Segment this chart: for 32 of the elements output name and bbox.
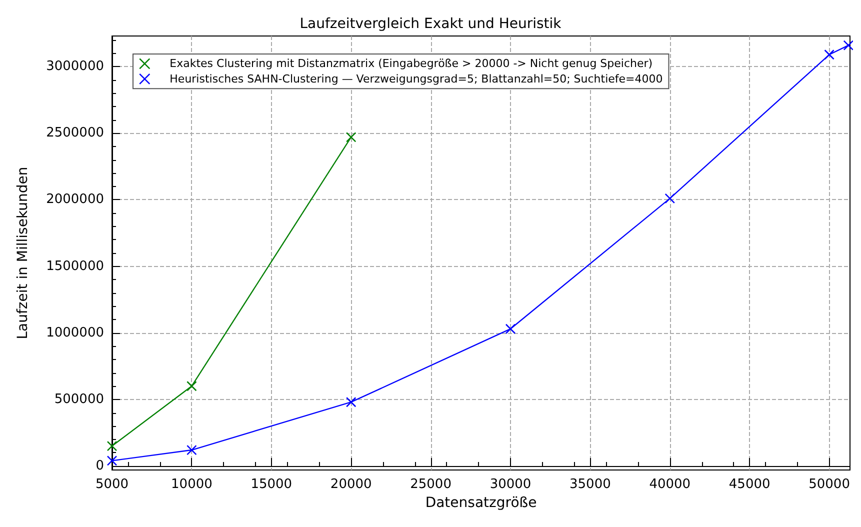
x-tick-label: 15000 xyxy=(250,477,292,492)
point xyxy=(824,49,834,60)
point xyxy=(664,193,676,204)
x-tick-label: 35000 xyxy=(570,477,611,492)
y-tick-label: 1000000 xyxy=(46,325,104,340)
y-tick-label: 2000000 xyxy=(46,192,104,208)
x-tick-label: 50000 xyxy=(808,477,850,492)
y-tick-label: 2500000 xyxy=(46,126,104,141)
y-axis-title: Laufzeit in Millisekunden xyxy=(15,166,31,340)
legend-label: Exaktes Clustering mit Distanzmatrix (Eingabegröße > 20000 -> Nicht genug Speicher) xyxy=(170,57,653,70)
point xyxy=(186,380,197,392)
y-tick-label: 500000 xyxy=(54,392,104,407)
x-tick-label: 5000 xyxy=(95,477,129,492)
point xyxy=(843,40,853,50)
legend-label: Heuristisches SAHN-Clustering — Verzweigungsgrad=5; Blattanzahl=50; Suchtiefe=4000 xyxy=(170,72,663,86)
y-tick-label: 1500000 xyxy=(46,258,104,274)
point xyxy=(106,440,118,452)
x-tick-label: 30000 xyxy=(490,477,532,492)
point xyxy=(505,324,516,334)
x-tick-label: 45000 xyxy=(728,477,770,492)
x-axis-title: Datensatzgröße xyxy=(425,495,537,511)
point xyxy=(186,444,197,456)
point xyxy=(106,456,118,466)
x-tick-label: 40000 xyxy=(649,477,691,492)
y-tick-label: 0 xyxy=(96,458,104,474)
point xyxy=(346,132,356,142)
y-tick-label: 3000000 xyxy=(46,59,104,74)
x-tick-label: 20000 xyxy=(330,477,372,492)
chart-title: Laufzeitvergleich Exakt und Heuristik xyxy=(300,16,562,32)
x-tick-label: 10000 xyxy=(171,477,212,492)
x-tick-label: 25000 xyxy=(410,477,452,492)
point xyxy=(346,396,356,408)
